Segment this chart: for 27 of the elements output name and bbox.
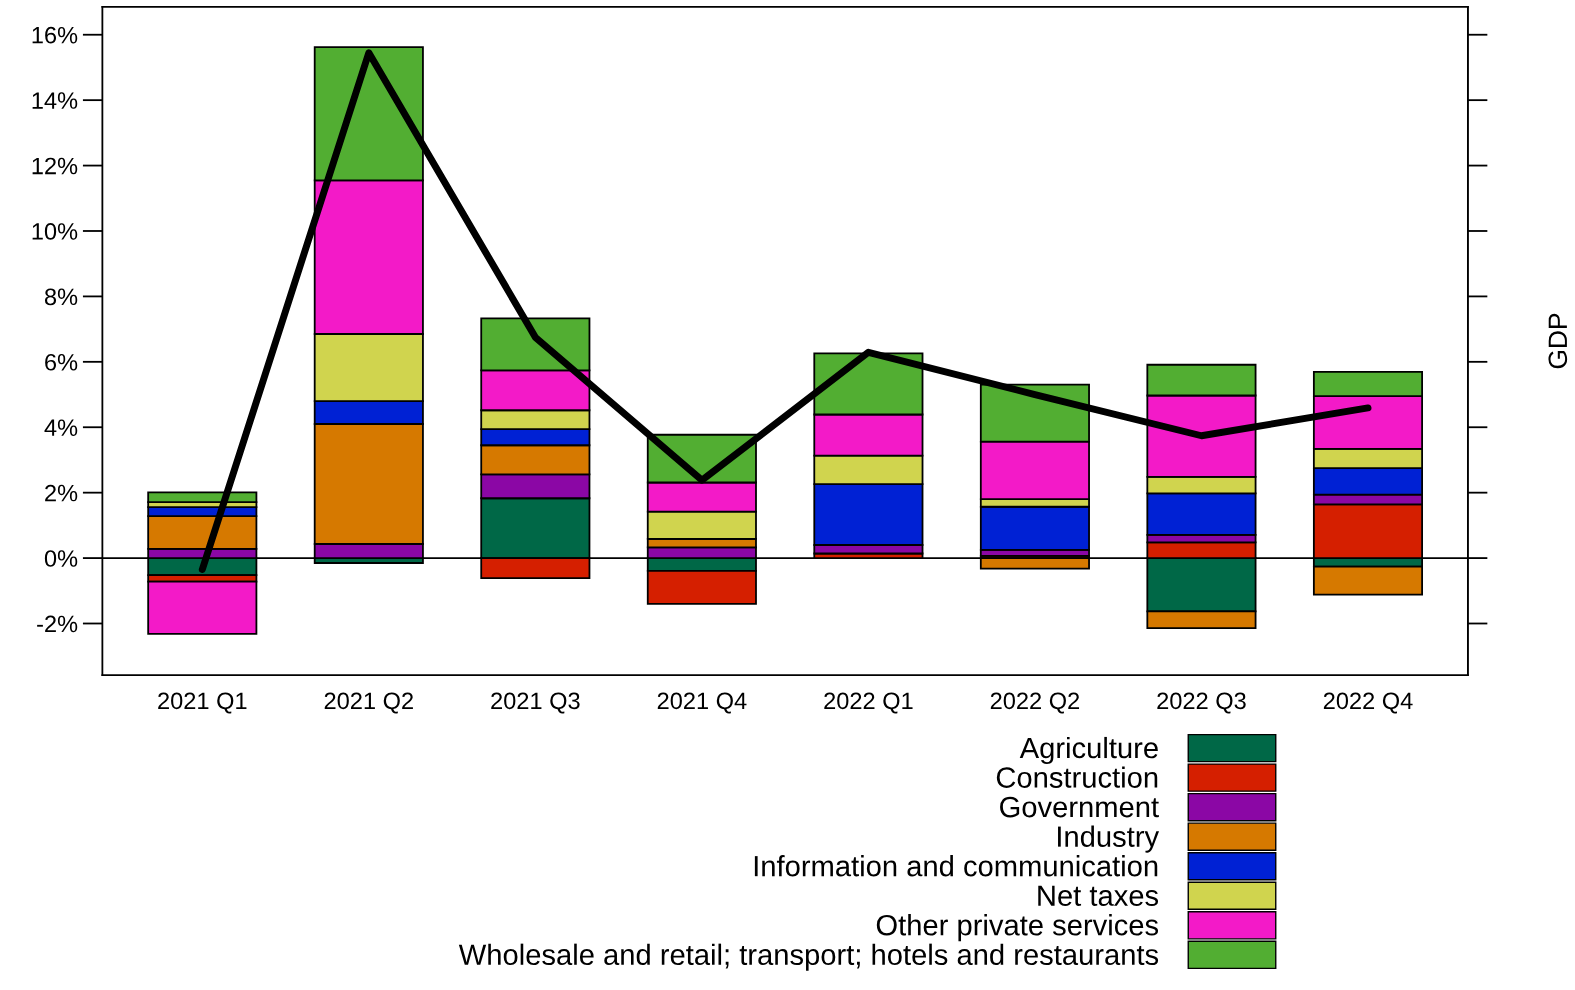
y-tick-label: 14% [32, 92, 78, 109]
legend-label: Wholesale and retail; transport; hotels and restaurants [458, 943, 1159, 971]
y2-axis-title: GDP [1548, 313, 1568, 369]
legend-label: Net taxes [1038, 885, 1159, 906]
y-tick-label: 16% [32, 26, 78, 44]
legend-label: Other private services [876, 914, 1159, 942]
x-tick-label: 2022 Q2 [990, 692, 1080, 714]
x-tick-label: 2022 Q3 [1157, 692, 1246, 714]
legend-label: Government [1000, 796, 1159, 818]
y-tick-label: 8% [44, 288, 78, 306]
y-tick-label: -2% [37, 615, 78, 633]
y-tick-label: 6% [45, 353, 78, 371]
y-tick-label: 10% [32, 223, 78, 240]
x-tick-label: 2021 Q1 [158, 692, 247, 714]
legend-label: Information and communication [754, 855, 1158, 877]
x-tick-label: 2021 Q3 [491, 692, 580, 714]
y-tick-label: 2% [45, 484, 78, 502]
legend-label: Industry [1058, 825, 1160, 853]
legend-label: Agriculture [1019, 736, 1158, 765]
y-tick-label: 4% [44, 419, 78, 436]
y-tick-label: 12% [32, 157, 78, 175]
x-tick-label: 2021 Q4 [657, 692, 747, 714]
x-tick-label: 2022 Q4 [1323, 692, 1413, 714]
x-tick-label: 2021 Q2 [324, 692, 413, 714]
legend-label: Construction [996, 766, 1158, 788]
y-tick-label: 0% [44, 550, 78, 567]
x-tick-label: 2022 Q1 [824, 692, 913, 714]
